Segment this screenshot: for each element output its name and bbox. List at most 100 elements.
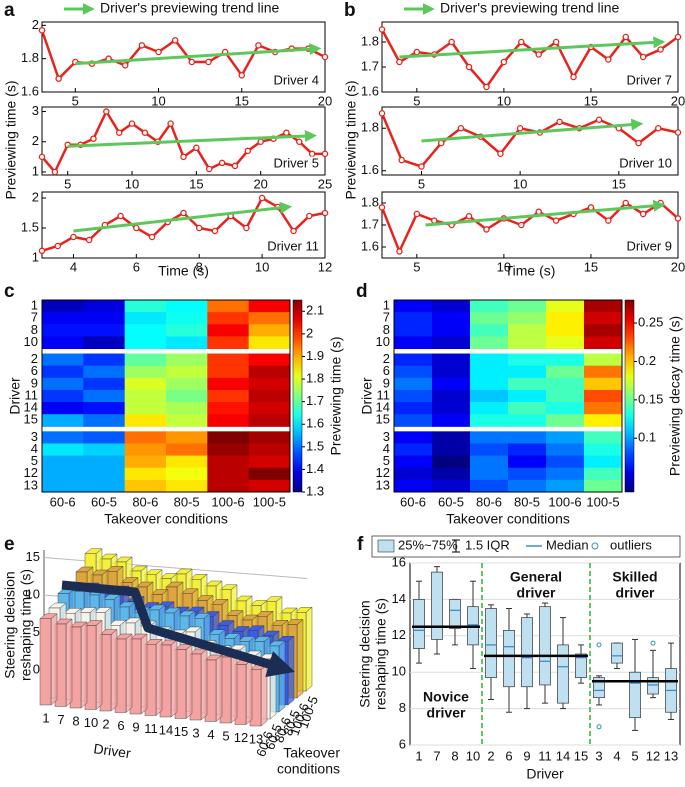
x-tick-label: 10 <box>255 259 269 274</box>
data-point <box>70 233 77 241</box>
bar-side <box>110 629 118 712</box>
y-tick-label: 1.6 <box>361 238 379 253</box>
data-point <box>622 199 630 207</box>
y-tick-label: 1.8 <box>361 33 379 48</box>
data-point <box>51 168 59 176</box>
heat-cell <box>432 312 471 325</box>
x-tick-label: 20 <box>253 176 267 191</box>
axes-frame <box>381 21 679 93</box>
y-tick-label: 1.8 <box>21 50 39 65</box>
heat-cell <box>432 414 471 427</box>
data-point <box>497 150 504 157</box>
heat-cell <box>508 300 547 313</box>
heat-cell <box>166 414 208 427</box>
heat-cell <box>394 455 433 469</box>
data-point <box>552 217 560 224</box>
heat-cell <box>166 353 208 367</box>
heat-cell <box>124 300 167 313</box>
heat-cell <box>166 377 208 391</box>
heat-cell <box>584 443 623 457</box>
heat-cell <box>207 312 250 325</box>
trend-line <box>67 130 317 148</box>
x-axis-label: Driver <box>526 766 564 782</box>
heat-cell <box>432 431 471 444</box>
heat-cell <box>470 479 509 493</box>
y-tick-label: 10 <box>392 664 406 679</box>
heat-cell <box>394 414 433 427</box>
colorbar-label: Previewing decay time (s) <box>667 316 683 476</box>
heat-cell <box>546 414 585 427</box>
y-tick-label: 14 <box>376 400 390 415</box>
heat-cell <box>508 353 547 367</box>
heat-cell <box>584 479 623 493</box>
x-tick-label: 4 <box>613 748 620 763</box>
heat-cell <box>546 431 585 444</box>
y-tick-label: 5 <box>31 453 38 468</box>
heat-cell <box>394 377 433 391</box>
data-point <box>195 224 203 232</box>
series-name: Driver 10 <box>619 155 672 170</box>
heat-cell <box>207 324 250 337</box>
data-point <box>657 46 664 53</box>
data-point <box>437 139 445 147</box>
y-tick-label: 9 <box>31 375 38 390</box>
x-tick-label: 80-6 <box>132 494 158 509</box>
heat-cell <box>470 389 509 403</box>
heat-cell <box>207 479 250 493</box>
data-point <box>457 125 465 132</box>
bar <box>39 618 52 706</box>
y-tick-label: 16 <box>392 554 406 569</box>
x-tick-label: 100-6 <box>548 494 581 509</box>
heat-cell <box>166 324 208 337</box>
data-point <box>115 129 123 136</box>
y-tick-label: 2 <box>32 17 39 32</box>
heat-cell <box>248 479 291 493</box>
colorbar <box>624 299 635 493</box>
heat-cell <box>584 353 623 367</box>
heat-cell <box>546 377 585 391</box>
heat-cell <box>83 455 126 469</box>
heat-cell <box>207 443 250 457</box>
colorbar-tick-label: 0.1 <box>638 430 656 445</box>
heat-cell <box>394 479 433 493</box>
bar-side <box>170 639 178 718</box>
heat-cell <box>248 467 291 481</box>
group-label: General <box>510 568 562 584</box>
x-tick-label: 5 <box>631 748 638 763</box>
data-point <box>552 38 560 46</box>
data-point <box>674 33 682 41</box>
heat-cell <box>394 365 433 379</box>
heat-cell <box>207 389 250 403</box>
heat-cell <box>584 389 623 403</box>
data-point <box>155 48 162 56</box>
data-line <box>380 112 679 168</box>
data-point <box>133 224 140 232</box>
heat-cell <box>394 443 433 457</box>
box <box>413 599 425 649</box>
bar-side <box>185 644 193 719</box>
heat-cell <box>124 455 167 469</box>
y-tick-label: 2 <box>31 351 38 366</box>
x-tick-label: 5 <box>222 728 229 743</box>
heat-cell <box>546 402 585 415</box>
heat-cell <box>42 353 84 367</box>
heat-cell <box>42 377 84 391</box>
data-point <box>595 116 603 124</box>
data-point <box>205 165 213 173</box>
heat-cell <box>508 414 547 427</box>
x-tick-label: 15 <box>584 93 598 108</box>
x-tick-label: 4 <box>70 259 77 274</box>
heat-cell <box>546 336 585 350</box>
heat-cell <box>248 353 291 367</box>
y-axis-label: Previewing time (s) <box>343 80 359 199</box>
x-tick-label: 12 <box>234 730 248 745</box>
z-tick-label: 0 <box>33 661 40 676</box>
heat-cell <box>248 389 291 403</box>
panel-label: f <box>357 534 364 555</box>
data-point <box>321 209 329 217</box>
y-tick-label: 3 <box>31 429 38 444</box>
data-point <box>483 226 490 233</box>
heat-cell <box>432 353 471 367</box>
data-point <box>535 208 542 216</box>
heat-cell <box>83 389 126 403</box>
